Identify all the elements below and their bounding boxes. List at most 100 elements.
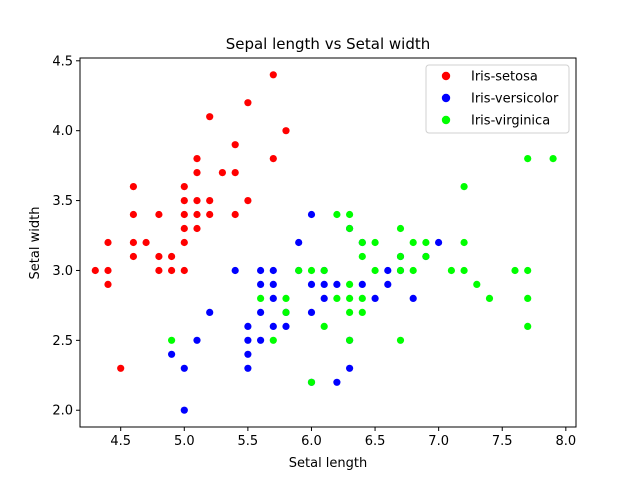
data-point (447, 266, 455, 275)
legend-box (425, 64, 570, 134)
data-point (257, 308, 265, 316)
data-point (117, 364, 125, 372)
data-point (282, 127, 290, 135)
data-point (244, 364, 252, 372)
data-point (104, 280, 112, 288)
data-point (231, 169, 239, 177)
data-point (193, 155, 201, 163)
y-tick-label: 3.5 (52, 194, 73, 209)
data-point (460, 266, 468, 275)
data-point (231, 266, 239, 275)
data-point (180, 197, 188, 205)
data-point (168, 252, 176, 261)
data-point (269, 266, 277, 275)
data-point (269, 280, 277, 288)
data-point (333, 210, 341, 219)
data-point (320, 266, 328, 275)
legend-marker (441, 71, 451, 81)
data-point (460, 183, 468, 191)
data-point (333, 280, 341, 288)
data-point (409, 294, 417, 302)
legend-label: Iris-setosa (471, 70, 538, 85)
data-point (524, 266, 532, 275)
legend-marker (441, 93, 451, 103)
data-point (511, 266, 519, 275)
data-point (257, 280, 265, 288)
data-point (180, 406, 188, 414)
data-point (193, 197, 201, 205)
data-point (358, 294, 366, 302)
data-point (346, 210, 354, 219)
data-point (358, 280, 366, 288)
data-point (168, 350, 176, 358)
data-point (231, 141, 239, 149)
data-point (257, 336, 265, 344)
data-point (231, 210, 239, 219)
data-point (180, 224, 188, 233)
data-point (396, 266, 405, 275)
data-point (269, 294, 277, 302)
data-point (91, 266, 99, 275)
data-point (435, 238, 443, 247)
data-point (485, 294, 494, 302)
data-point (384, 280, 392, 288)
data-point (307, 378, 316, 386)
data-point (396, 336, 405, 344)
data-point (422, 238, 430, 247)
data-point (129, 238, 137, 247)
data-point (524, 155, 532, 163)
x-tick-label: 7.5 (492, 434, 513, 449)
data-point (269, 71, 277, 79)
x-tick-label: 6.0 (301, 434, 322, 449)
x-axis-label: Setal length (289, 456, 368, 471)
legend-marker (441, 115, 451, 125)
data-point (104, 266, 112, 275)
data-point (193, 210, 201, 219)
data-point (168, 266, 176, 275)
data-point (218, 169, 226, 177)
data-point (333, 378, 341, 386)
data-point (371, 294, 379, 302)
data-point (155, 252, 163, 261)
data-point (104, 238, 112, 247)
series-0 (91, 71, 290, 372)
data-point (244, 99, 252, 107)
data-point (168, 336, 176, 344)
data-point (409, 238, 417, 247)
data-point (295, 266, 303, 275)
data-point (180, 364, 188, 372)
data-point (244, 336, 252, 344)
y-tick-label: 2.0 (52, 404, 73, 419)
data-point (282, 294, 290, 302)
data-point (346, 336, 354, 344)
data-point (358, 308, 366, 316)
data-point (129, 252, 137, 261)
data-point (524, 322, 532, 330)
data-point (180, 210, 188, 219)
y-tick-label: 4.5 (52, 54, 73, 69)
x-tick-label: 5.5 (238, 434, 259, 449)
y-tick-label: 3.0 (52, 264, 73, 279)
y-axis-label: Setal width (28, 207, 43, 280)
data-point (320, 294, 328, 302)
data-point (244, 350, 252, 358)
data-point (307, 308, 316, 316)
data-point (180, 238, 188, 247)
data-point (358, 238, 366, 247)
legend-label: Iris-virginica (471, 114, 550, 129)
data-point (358, 252, 366, 261)
data-point (307, 280, 316, 288)
data-point (346, 224, 354, 233)
data-point (549, 155, 557, 163)
data-point (180, 266, 188, 275)
data-point (155, 210, 163, 219)
data-point (396, 224, 405, 233)
data-point (206, 113, 214, 121)
data-point (142, 238, 150, 247)
data-point (129, 183, 137, 191)
y-tick-label: 4.0 (52, 124, 73, 139)
x-tick-label: 6.5 (365, 434, 386, 449)
data-point (371, 238, 379, 247)
data-point (396, 252, 405, 261)
